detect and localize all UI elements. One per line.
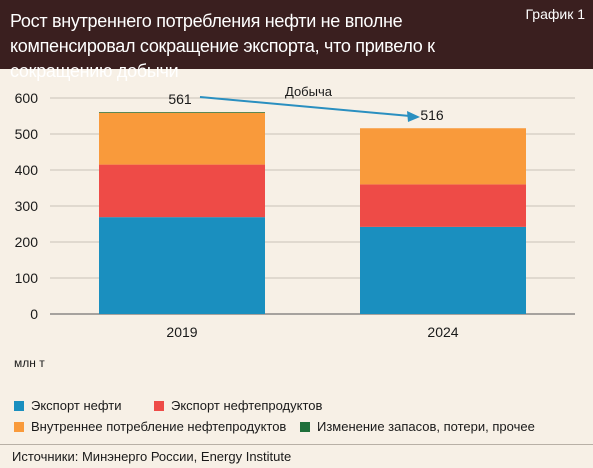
legend-label: Экспорт нефтепродуктов: [171, 398, 323, 413]
total-label: 516: [420, 107, 444, 123]
legend-item: Экспорт нефтепродуктов: [154, 398, 322, 413]
source-note: Источники: Минэнерго России, Energy Inst…: [12, 449, 292, 464]
y-tick-label: 400: [15, 162, 39, 178]
x-tick-label: 2019: [166, 324, 197, 340]
annotation-label: Добыча: [285, 84, 333, 99]
y-tick-label: 600: [15, 90, 39, 106]
legend-item: Внутреннее потребление нефтепродуктов: [14, 419, 286, 434]
bar-segment: [360, 226, 526, 314]
legend-label: Внутреннее потребление нефтепродуктов: [31, 419, 287, 434]
unit-label: млн т: [14, 356, 45, 370]
bar-segment: [360, 184, 526, 227]
y-tick-label: 500: [15, 126, 39, 142]
header: Рост внутреннего потребления нефти не вп…: [0, 0, 593, 81]
arrow-head: [407, 111, 420, 122]
legend-item: Экспорт нефти: [14, 398, 122, 413]
chart-title: Рост внутреннего потребления нефти не вп…: [10, 11, 435, 81]
bar-segment: [99, 217, 265, 314]
chart-number-label: График 1: [525, 6, 585, 22]
y-tick-label: 0: [30, 306, 38, 322]
legend-swatch: [154, 400, 164, 411]
y-tick-label: 100: [15, 270, 39, 286]
legend-swatch: [300, 421, 310, 432]
stacked-bar-chart: 0 100 200 300 400 500 600 2019 2024 561 516 Добыча: [15, 84, 575, 340]
legend-label: Экспорт нефти: [31, 398, 122, 413]
legend-swatch: [14, 400, 24, 411]
bar-segment: [99, 112, 265, 113]
bar-segment: [360, 128, 526, 185]
bar-segment: [99, 112, 265, 165]
total-label: 561: [168, 91, 192, 107]
y-tick-label: 300: [15, 198, 39, 214]
bar-segment: [99, 164, 265, 218]
legend-label: Изменение запасов, потери, прочее: [317, 419, 535, 434]
legend-swatch: [14, 421, 24, 432]
divider: [0, 444, 593, 445]
y-tick-label: 200: [15, 234, 39, 250]
x-tick-label: 2024: [427, 324, 458, 340]
legend-item: Изменение запасов, потери, прочее: [300, 419, 535, 434]
trend-arrow: [199, 96, 411, 117]
